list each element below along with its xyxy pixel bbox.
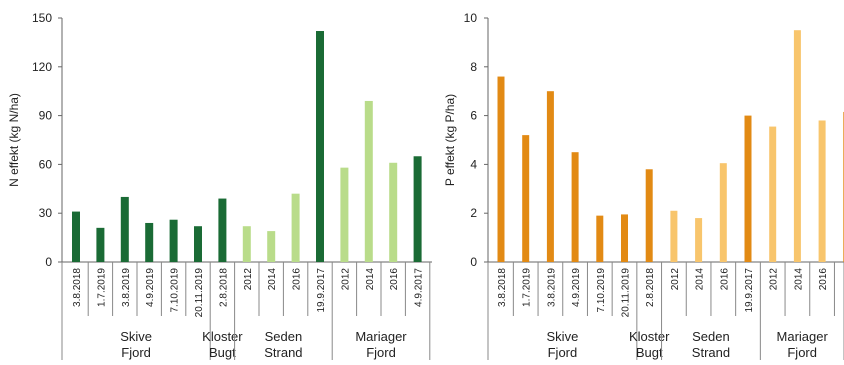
category-label: 1.7.2019 [522, 268, 533, 307]
bar [793, 30, 801, 263]
bar [571, 152, 579, 262]
y-tick-label: 120 [32, 60, 52, 74]
bar [96, 227, 105, 262]
y-tick-label: 0 [45, 255, 52, 269]
bar [218, 198, 227, 262]
y-tick-label: 2 [470, 206, 477, 220]
group-label: Seden [265, 329, 303, 344]
bar [413, 156, 422, 262]
chart-2: 0 2 4 6 8 10 P effekt (kg P/ha) 3.8.2018 1.7.201… [443, 11, 844, 360]
y-tick-label: 0 [470, 255, 477, 269]
y-axis-label: N effekt (kg N/ha) [7, 93, 21, 187]
group-label-line2: Fjord [366, 345, 396, 360]
category-label: 4.9.2019 [571, 268, 582, 307]
category-label: 4.9.2019 [145, 268, 156, 307]
y-tick-label: 60 [39, 157, 53, 171]
group-label-line2: Fjord [121, 345, 151, 360]
category-label: 19.9.2017 [744, 268, 755, 313]
category-label: 3.8.2019 [546, 268, 557, 307]
category-label: 7.10.2019 [596, 268, 607, 313]
bar [621, 214, 628, 262]
category-label: 2016 [818, 268, 829, 291]
group-label: Skive [120, 329, 152, 344]
bar [291, 193, 300, 262]
bar [72, 211, 80, 262]
y-tick-label: 8 [470, 60, 477, 74]
y-axis-label: P effekt (kg P/ha) [443, 94, 457, 186]
group-label: Kloster [629, 329, 670, 344]
group-label-line2: Fjord [787, 345, 817, 360]
category-label: 7.10.2019 [170, 268, 181, 313]
category-label: 20.11.2019 [621, 268, 632, 318]
group-label-line2: Bugt [636, 345, 663, 360]
bar [242, 226, 251, 262]
group-label: Seden [692, 329, 730, 344]
category-label: 2016 [719, 268, 730, 291]
bar [267, 231, 276, 262]
bar [670, 210, 678, 262]
group-label-line2: Strand [692, 345, 730, 360]
bar [497, 76, 505, 262]
bar [316, 31, 324, 262]
category-label: 2012 [243, 268, 254, 291]
y-tick-label: 150 [32, 11, 52, 25]
category-label: 20.11.2019 [194, 268, 205, 318]
bar [340, 167, 349, 262]
group-label-line2: Fjord [548, 345, 578, 360]
bar [389, 162, 398, 262]
category-label: 4.9.2017 [414, 268, 425, 307]
y-tick-label: 30 [39, 206, 53, 220]
group-label-line2: Strand [264, 345, 302, 360]
bar [194, 226, 202, 262]
group-label: Mariager [355, 329, 407, 344]
category-label: 2014 [267, 268, 278, 291]
y-tick-label: 6 [470, 109, 477, 123]
category-label: 1.7.2019 [96, 268, 107, 307]
bar [169, 219, 178, 262]
category-label: 2.8.2018 [218, 268, 229, 307]
category-label: 3.8.2018 [72, 268, 83, 307]
bar [695, 218, 703, 262]
y-tick-label: 90 [39, 109, 53, 123]
group-label: Skive [547, 329, 579, 344]
bar [818, 120, 826, 262]
category-label: 2016 [389, 268, 400, 291]
category-label: 2012 [340, 268, 351, 291]
bar [364, 100, 373, 263]
bar [719, 163, 727, 262]
bar [145, 222, 154, 262]
bar [546, 91, 554, 262]
bar [522, 135, 530, 262]
bar [744, 115, 752, 262]
category-label: 2012 [769, 268, 780, 291]
chart-1: 0 30 60 90 120 150 N effekt (kg N/ha) 3.8.2018 1… [7, 11, 432, 360]
bar [769, 126, 777, 262]
group-label: Kloster [202, 329, 243, 344]
category-label: 3.8.2018 [497, 268, 508, 307]
group-label-line2: Bugt [209, 345, 236, 360]
group-label: Mariager [777, 329, 829, 344]
category-label: 19.9.2017 [316, 268, 327, 313]
category-label: 2016 [292, 268, 303, 291]
y-tick-label: 4 [470, 157, 477, 171]
y-tick-label: 10 [464, 11, 478, 25]
category-label: 2014 [695, 268, 706, 291]
category-label: 2014 [365, 268, 376, 291]
category-label: 2012 [670, 268, 681, 291]
category-label: 4.9.2017 [843, 268, 844, 307]
category-label: 2.8.2018 [645, 268, 656, 307]
category-label: 3.8.2019 [121, 268, 132, 307]
category-label: 2014 [793, 268, 804, 291]
bar [645, 169, 653, 262]
bar [596, 215, 604, 262]
bar [120, 196, 129, 262]
